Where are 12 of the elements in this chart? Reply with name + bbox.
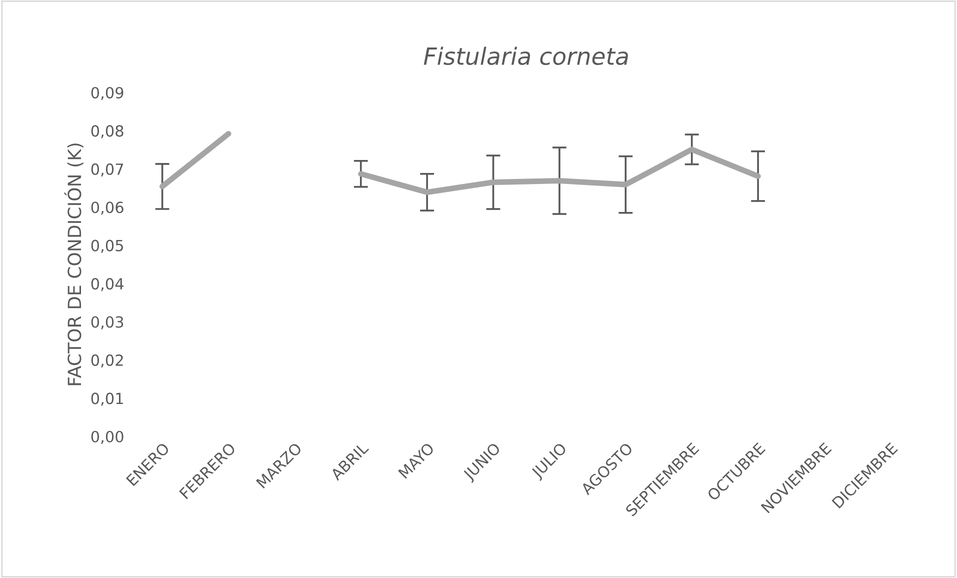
y-tick-label: 0,00 xyxy=(91,430,124,444)
y-tick-label: 0,04 xyxy=(91,278,124,292)
y-tick-label: 0,03 xyxy=(91,316,124,330)
y-axis-title: FACTOR DE CONDICIÓN (K) xyxy=(64,144,84,386)
y-tick-label: 0,07 xyxy=(91,163,124,176)
y-tick-label: 0,06 xyxy=(91,202,124,215)
chart-title: Fistularia corneta xyxy=(424,46,628,66)
y-tick-label: 0,05 xyxy=(91,240,123,253)
y-tick-label: 0,09 xyxy=(91,86,124,100)
y-tick-label: 0,02 xyxy=(91,354,123,368)
y-tick-label: 0,08 xyxy=(91,125,124,138)
y-tick-label: 0,01 xyxy=(91,392,123,406)
